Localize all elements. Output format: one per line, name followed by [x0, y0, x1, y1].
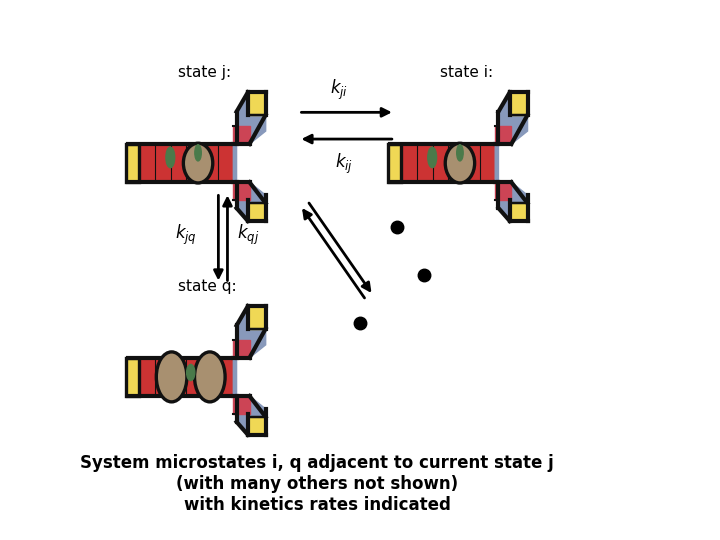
- Ellipse shape: [428, 147, 436, 167]
- Bar: [139, 358, 233, 396]
- Text: $k_{ji}$: $k_{ji}$: [330, 77, 348, 102]
- Text: $k_{jq}$: $k_{jq}$: [176, 223, 197, 247]
- Bar: [126, 144, 139, 182]
- Text: state i:: state i:: [440, 65, 493, 80]
- Ellipse shape: [166, 147, 175, 167]
- Ellipse shape: [186, 364, 195, 381]
- Bar: [388, 144, 401, 182]
- Text: state j:: state j:: [179, 65, 231, 80]
- Bar: [126, 144, 139, 182]
- Bar: [139, 144, 233, 182]
- Ellipse shape: [194, 352, 225, 402]
- Polygon shape: [495, 182, 511, 200]
- Bar: [248, 306, 266, 329]
- Text: $k_{qj}$: $k_{qj}$: [237, 223, 259, 247]
- Bar: [126, 358, 139, 396]
- Polygon shape: [233, 92, 266, 221]
- Bar: [248, 417, 266, 435]
- Polygon shape: [233, 182, 250, 200]
- Ellipse shape: [195, 145, 202, 161]
- Polygon shape: [233, 126, 250, 144]
- Bar: [388, 144, 401, 182]
- Polygon shape: [233, 396, 250, 414]
- Ellipse shape: [166, 361, 175, 381]
- Bar: [126, 358, 139, 396]
- Bar: [248, 92, 266, 115]
- Text: System microstates i, q adjacent to current state j
(with many others not shown): System microstates i, q adjacent to curr…: [81, 454, 554, 514]
- Bar: [510, 203, 528, 221]
- Polygon shape: [233, 306, 266, 435]
- Polygon shape: [495, 126, 511, 144]
- Text: $k_{ij}$: $k_{ij}$: [335, 151, 353, 176]
- Polygon shape: [233, 340, 250, 358]
- Ellipse shape: [156, 352, 187, 402]
- Ellipse shape: [456, 145, 463, 161]
- Bar: [248, 203, 266, 221]
- Ellipse shape: [184, 143, 213, 183]
- Text: state q:: state q:: [179, 279, 237, 294]
- Bar: [510, 92, 528, 115]
- Bar: [401, 144, 495, 182]
- Polygon shape: [495, 92, 528, 221]
- Ellipse shape: [445, 143, 474, 183]
